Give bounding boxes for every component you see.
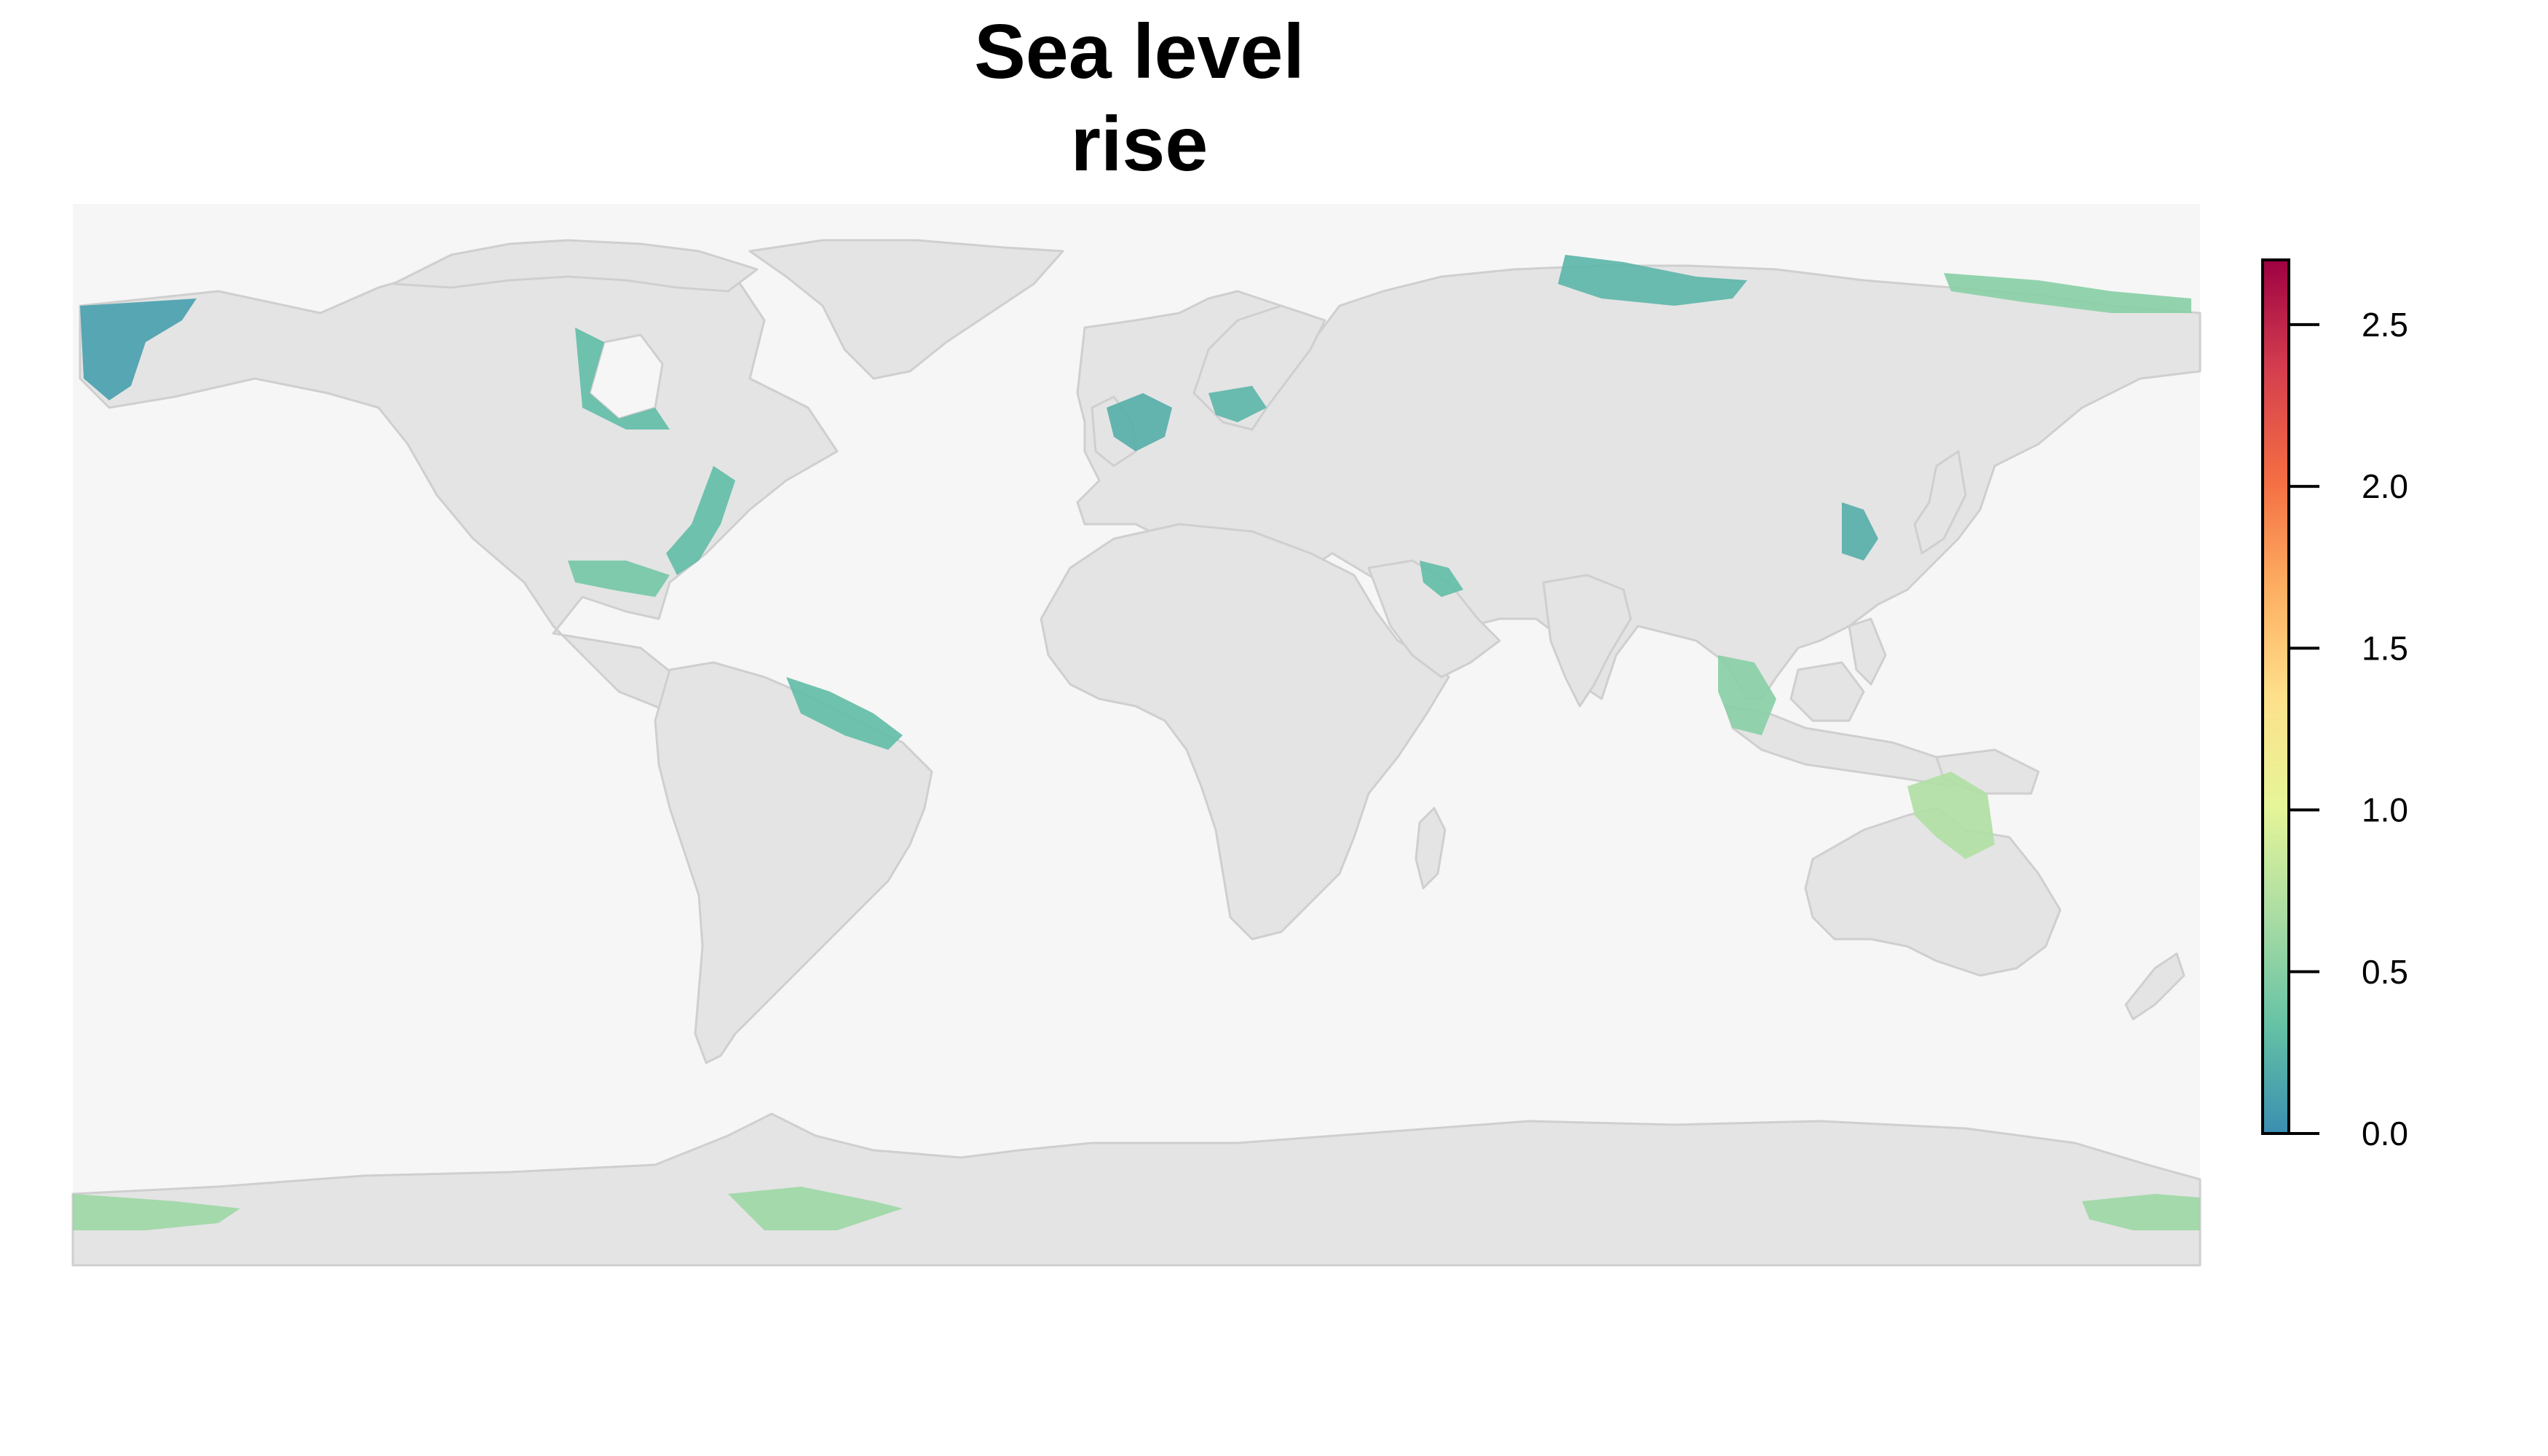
sea-level-region: [786, 677, 903, 750]
land-layer: [71, 239, 2201, 1267]
colorbar-tick-label: 2.0: [2362, 467, 2408, 505]
sea-level-region: [575, 328, 670, 430]
colorbar-tick-label: 1.0: [2362, 791, 2408, 829]
sea-level-region: [568, 561, 670, 597]
colorbar-ticks: 0.0 0.5 1.0 1.5 2.0 2.5: [2289, 306, 2408, 1152]
land-greenland: [748, 239, 1064, 380]
map-title: Sea level rise: [974, 9, 1305, 188]
sea-level-region: [1420, 561, 1463, 597]
land-antarctica: [71, 1112, 2201, 1267]
land-africa: [1040, 523, 1450, 941]
sea-level-region: [1907, 772, 1995, 859]
sea-level-region: [1842, 502, 1878, 561]
land-india: [1542, 574, 1632, 708]
colorbar-tick-label: 2.5: [2362, 306, 2408, 344]
sea-level-region: [728, 1187, 903, 1230]
sea-level-region: [80, 298, 197, 400]
land-madagascar: [1415, 807, 1447, 890]
sea-level-region: [1208, 386, 1267, 422]
colorbar-tick-label: 1.5: [2362, 629, 2408, 667]
sea-level-region: [1944, 273, 2191, 313]
sea-level-region: [1558, 255, 1747, 306]
land-philippines: [1848, 617, 1887, 686]
land-new-zealand: [2124, 952, 2185, 1021]
sea-level-overlay: [73, 255, 2200, 1230]
sea-level-region: [1718, 655, 1776, 735]
colorbar: [2261, 258, 2290, 1135]
sea-level-region: [1107, 393, 1172, 451]
sea-level-region: [73, 1194, 240, 1230]
colorbar-tick-label: 0.0: [2362, 1115, 2408, 1152]
map-panel: [71, 204, 2201, 1267]
colorbar-tick-label: 0.5: [2362, 953, 2408, 991]
sea-level-region: [666, 466, 735, 575]
colorbar-legend: 0.0 0.5 1.0 1.5 2.0 2.5: [2261, 258, 2408, 1152]
land-borneo: [1789, 661, 1865, 722]
land-japan: [1913, 450, 1967, 555]
sea-level-region: [2082, 1194, 2200, 1230]
land-arctic-archipelago: [392, 239, 759, 293]
